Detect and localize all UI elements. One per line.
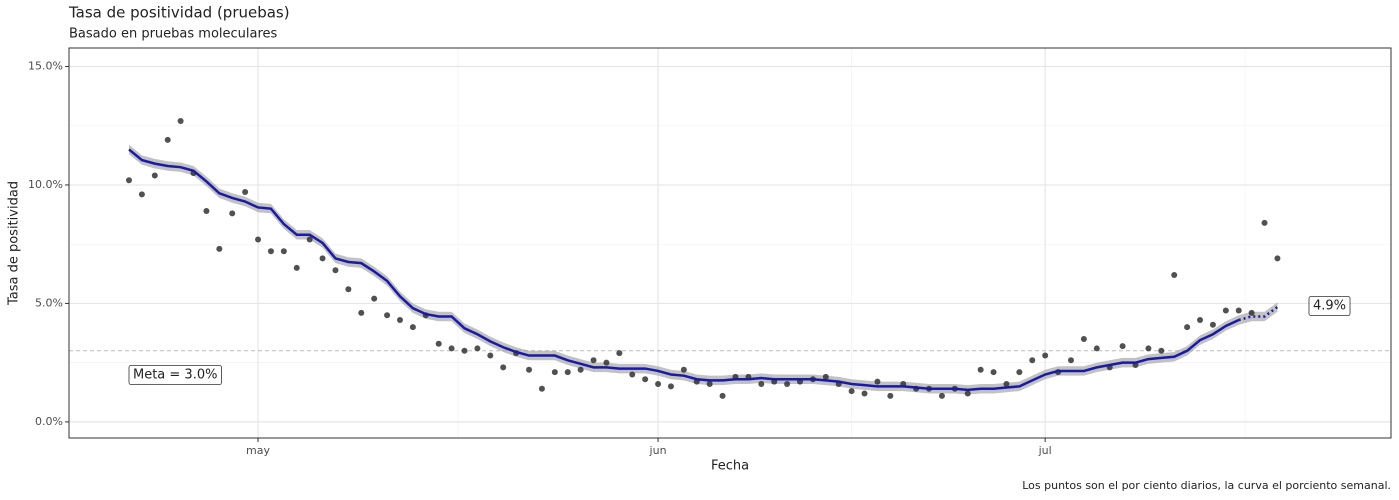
data-point bbox=[616, 350, 623, 357]
data-point bbox=[874, 378, 881, 385]
data-point bbox=[1016, 369, 1023, 376]
data-point bbox=[1197, 317, 1204, 324]
data-point bbox=[706, 380, 713, 387]
chart-title: Tasa de positividad (pruebas) bbox=[68, 4, 290, 22]
data-point bbox=[887, 392, 894, 399]
data-point bbox=[629, 371, 636, 378]
data-point bbox=[1248, 309, 1255, 316]
data-point bbox=[1235, 307, 1242, 314]
data-point bbox=[384, 312, 391, 319]
data-point bbox=[242, 189, 249, 196]
data-point bbox=[667, 383, 674, 390]
data-point bbox=[435, 340, 442, 347]
data-point bbox=[719, 392, 726, 399]
data-point bbox=[267, 248, 274, 255]
y-axis-label: Tasa de positividad bbox=[7, 181, 22, 306]
data-point bbox=[784, 380, 791, 387]
data-point bbox=[126, 177, 133, 184]
data-point bbox=[1274, 255, 1281, 262]
data-point bbox=[138, 191, 145, 198]
data-point bbox=[1119, 343, 1126, 350]
end-label-box bbox=[1308, 296, 1351, 316]
data-point bbox=[1003, 380, 1010, 387]
data-point bbox=[938, 392, 945, 399]
data-point bbox=[1029, 357, 1036, 364]
data-point bbox=[848, 388, 855, 395]
data-point bbox=[526, 366, 533, 373]
x-tick-label: may bbox=[246, 444, 270, 457]
data-point bbox=[371, 295, 378, 302]
data-point bbox=[538, 385, 545, 392]
data-point bbox=[203, 208, 210, 215]
data-point bbox=[964, 390, 971, 397]
data-point bbox=[216, 245, 223, 252]
data-point bbox=[487, 352, 494, 359]
data-point bbox=[1093, 345, 1100, 352]
data-point bbox=[642, 376, 649, 383]
plot-border bbox=[68, 47, 1392, 439]
trend-line bbox=[1238, 305, 1279, 322]
data-point bbox=[1209, 321, 1216, 328]
data-point bbox=[590, 357, 597, 364]
y-tick-label: 15.0% bbox=[28, 59, 63, 72]
data-point bbox=[151, 172, 158, 179]
data-point bbox=[551, 369, 558, 376]
data-point bbox=[500, 364, 507, 371]
end-label: 4.9% bbox=[1313, 299, 1346, 314]
data-point bbox=[655, 380, 662, 387]
data-point bbox=[255, 236, 262, 243]
y-tick-label: 10.0% bbox=[28, 178, 63, 191]
target-label: Meta = 3.0% bbox=[133, 368, 217, 383]
data-point bbox=[229, 210, 236, 217]
data-point bbox=[603, 359, 610, 366]
data-point bbox=[1080, 335, 1087, 342]
y-tick-label: 0.0% bbox=[35, 415, 63, 428]
data-point bbox=[1042, 352, 1049, 359]
data-point bbox=[461, 347, 468, 354]
data-point bbox=[474, 345, 481, 352]
data-point bbox=[409, 324, 416, 331]
data-point bbox=[564, 369, 571, 376]
chart-subtitle: Basado en pruebas moleculares bbox=[69, 27, 278, 42]
data-point bbox=[164, 136, 171, 143]
data-point bbox=[1171, 271, 1178, 278]
data-point bbox=[1067, 357, 1074, 364]
confidence-band bbox=[129, 144, 1278, 395]
data-point bbox=[758, 380, 765, 387]
trend-line bbox=[128, 148, 1240, 392]
data-point bbox=[293, 264, 300, 271]
caption: Los puntos son el por ciento diarios, la… bbox=[1022, 479, 1391, 492]
data-point bbox=[977, 366, 984, 373]
data-point bbox=[1184, 324, 1191, 331]
x-axis-label: Fecha bbox=[711, 459, 749, 474]
x-tick-label: jun bbox=[649, 444, 667, 457]
data-point bbox=[280, 248, 287, 255]
data-point bbox=[822, 373, 829, 380]
data-point bbox=[345, 286, 352, 293]
data-point bbox=[1222, 307, 1229, 314]
data-point bbox=[1145, 345, 1152, 352]
y-tick-label: 5.0% bbox=[35, 296, 63, 309]
data-point bbox=[1158, 347, 1165, 354]
data-point bbox=[319, 255, 326, 262]
data-point bbox=[1261, 219, 1268, 226]
data-point bbox=[358, 309, 365, 316]
x-tick-label: jul bbox=[1038, 444, 1052, 457]
data-point bbox=[990, 369, 997, 376]
data-point bbox=[306, 236, 313, 243]
data-point bbox=[680, 366, 687, 373]
data-point bbox=[448, 345, 455, 352]
data-point bbox=[396, 317, 403, 324]
data-point bbox=[577, 366, 584, 373]
data-point bbox=[861, 390, 868, 397]
data-point bbox=[177, 117, 184, 124]
target-label-box bbox=[128, 365, 222, 385]
data-point bbox=[332, 267, 339, 274]
